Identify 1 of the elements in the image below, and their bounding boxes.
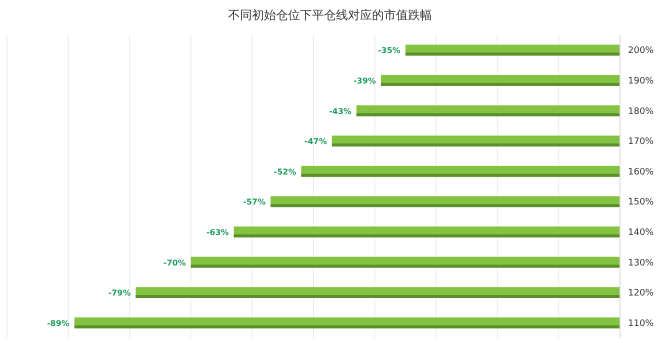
title: 不同初始仓位下平仓线对应的市值跌幅 xyxy=(228,8,432,22)
